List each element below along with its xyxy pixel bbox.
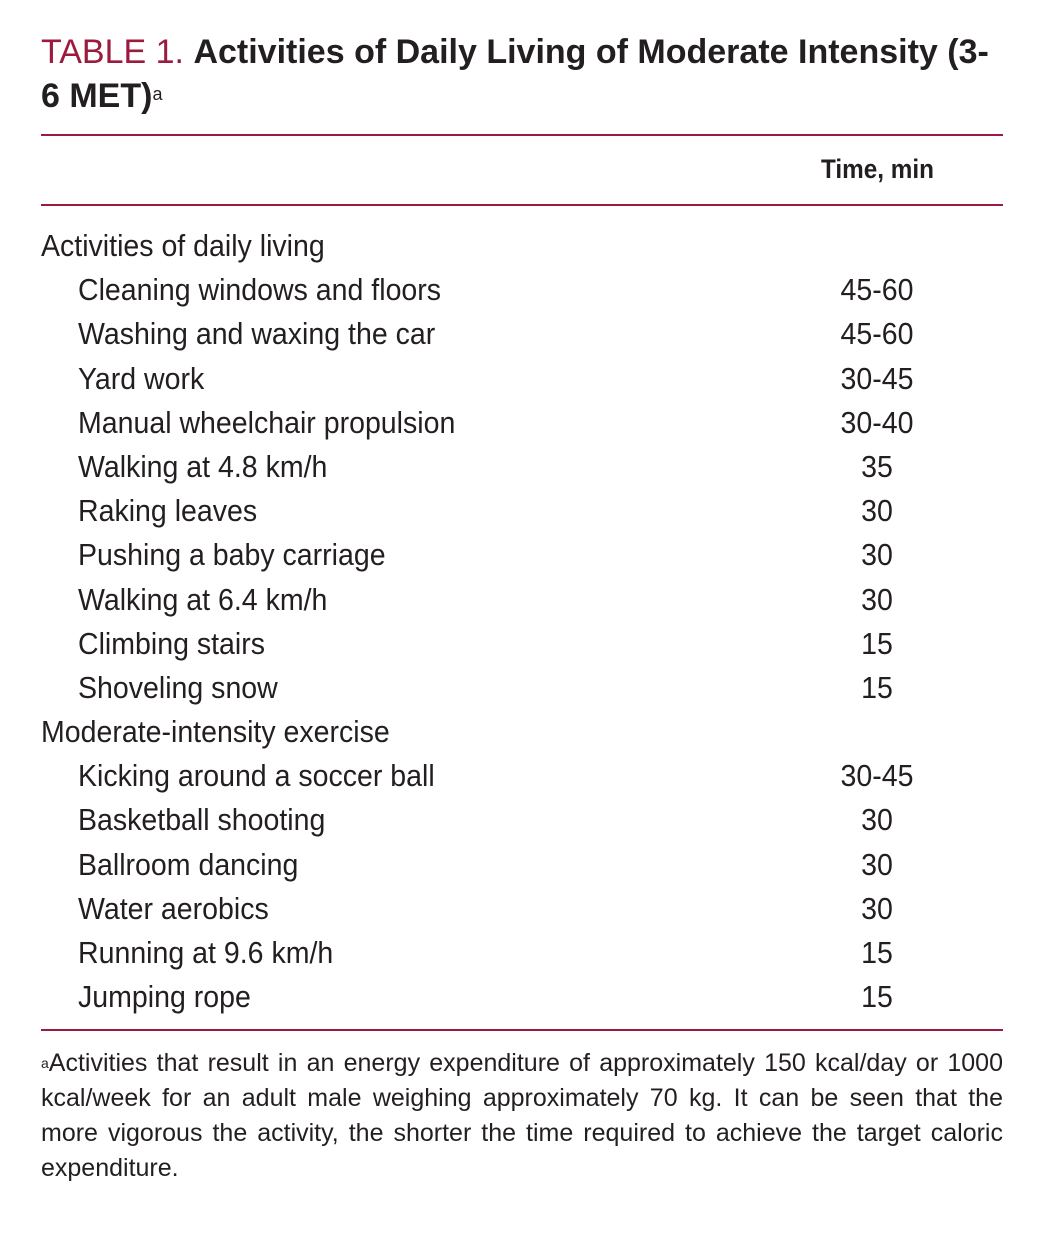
bottom-rule [41, 1029, 1003, 1031]
footnote-mark: a [41, 1055, 49, 1071]
table-row: Shoveling snow 15 [41, 666, 1003, 710]
table-row: Basketball shooting 30 [41, 798, 1003, 842]
activity-cell: Raking leaves [78, 493, 258, 529]
activity-cell: Ballroom dancing [78, 846, 299, 882]
time-cell: 30-45 [840, 360, 914, 396]
time-cell: 15 [861, 625, 893, 661]
table-row: Jumping rope 15 [41, 975, 1003, 1019]
table-row: Manual wheelchair propulsion 30-40 [41, 401, 1003, 445]
time-cell: 30 [861, 493, 893, 529]
time-cell: 30 [861, 846, 893, 882]
table-row: Climbing stairs 15 [41, 622, 1003, 666]
time-cell: 45-60 [840, 272, 914, 308]
time-cell: 35 [861, 448, 893, 484]
top-rule [41, 134, 1003, 136]
footnote-text: Activities that result in an energy expe… [41, 1049, 1003, 1182]
time-cell: 30 [861, 581, 893, 617]
activity-cell: Cleaning windows and floors [78, 272, 442, 308]
table-row: Washing and waxing the car 45-60 [41, 312, 1003, 356]
time-cell: 30 [861, 802, 893, 838]
table-row: Walking at 6.4 km/h 30 [41, 578, 1003, 622]
time-cell: 45-60 [840, 316, 914, 352]
activity-cell: Jumping rope [78, 979, 251, 1015]
column-header-time: Time, min [820, 154, 934, 184]
activity-cell: Running at 9.6 km/h [78, 935, 334, 970]
time-cell: 30 [861, 537, 893, 573]
time-cell: 15 [861, 979, 893, 1015]
activity-cell: Washing and waxing the car [78, 316, 436, 352]
table-row: Running at 9.6 km/h 15 [41, 931, 1003, 975]
group-header-row: Activities of daily living [41, 224, 1003, 268]
time-cell: 30-40 [840, 404, 914, 440]
table-row: Walking at 4.8 km/h 35 [41, 445, 1003, 489]
table-row: Raking leaves 30 [41, 489, 1003, 533]
activity-cell: Walking at 6.4 km/h [78, 581, 328, 617]
table-label: TABLE 1. [41, 33, 184, 71]
time-cell: 30-45 [840, 758, 914, 794]
table-row: Water aerobics 30 [41, 887, 1003, 931]
table-title: TABLE 1. Activities of Daily Living of M… [41, 30, 1001, 118]
activity-cell: Walking at 4.8 km/h [78, 448, 328, 484]
time-cell: 15 [861, 935, 893, 970]
activity-cell: Moderate-intensity exercise [41, 714, 390, 750]
activity-cell: Water aerobics [78, 890, 269, 926]
activity-cell: Kicking around a soccer ball [78, 758, 435, 794]
table-row: Pushing a baby carriage 30 [41, 533, 1003, 577]
time-cell: 30 [861, 890, 893, 926]
activity-cell: Manual wheelchair propulsion [78, 404, 456, 440]
activity-cell: Pushing a baby carriage [78, 537, 386, 573]
activity-cell: Shoveling snow [78, 669, 278, 705]
footnote-mark: a [152, 84, 163, 104]
activity-cell: Activities of daily living [41, 228, 325, 263]
header-rule [41, 204, 1003, 206]
table-row: Cleaning windows and floors 45-60 [41, 268, 1003, 312]
group-header-row: Moderate-intensity exercise [41, 710, 1003, 754]
table-row: Ballroom dancing 30 [41, 843, 1003, 887]
table-row: Yard work 30-45 [41, 357, 1003, 401]
activity-cell: Basketball shooting [78, 802, 326, 838]
activity-cell: Yard work [78, 360, 205, 396]
activity-cell: Climbing stairs [78, 625, 266, 661]
table-caption: Activities of Daily Living of Moderate I… [41, 33, 989, 115]
table-row: Kicking around a soccer ball 30-45 [41, 754, 1003, 798]
table-body: Activities of daily living Cleaning windo… [41, 224, 1003, 1019]
table-footnote: aActivities that result in an energy exp… [41, 1046, 1003, 1186]
time-cell: 15 [861, 669, 893, 705]
